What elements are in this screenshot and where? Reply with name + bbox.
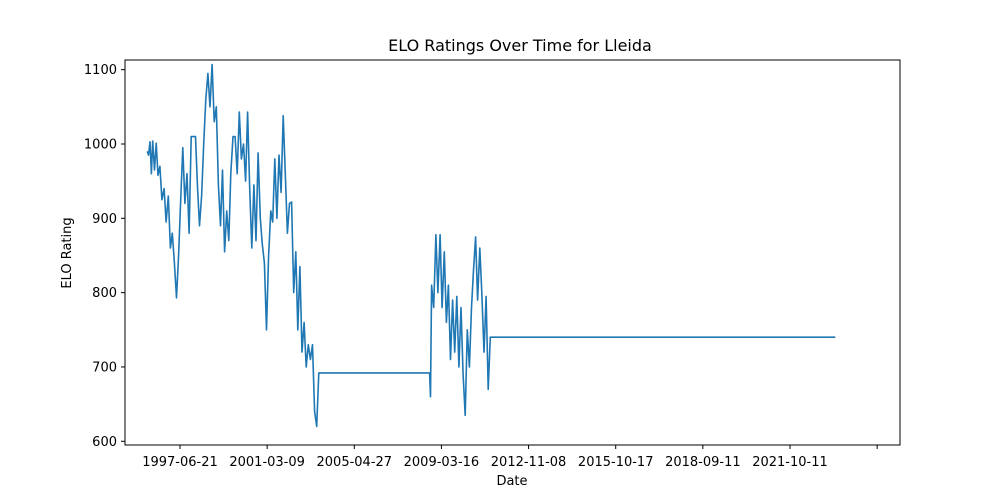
x-tick-label: 2005-04-27 (317, 455, 393, 470)
y-tick-label: 600 (92, 435, 117, 450)
x-tick-label: 2018-09-11 (665, 455, 741, 470)
chart-title: ELO Ratings Over Time for Lleida (388, 36, 652, 55)
x-tick-label: 2021-10-11 (752, 455, 828, 470)
y-tick-label: 1000 (84, 137, 117, 152)
x-axis: 1997-06-21 2001-03-09 2005-04-27 2009-03-16… (142, 445, 878, 470)
x-tick-label: 2001-03-09 (229, 455, 305, 470)
plot-frame (124, 59, 901, 446)
y-tick-label: 900 (92, 212, 117, 227)
x-tick-label: 1997-06-21 (142, 455, 218, 470)
series-line-0 (146, 63, 836, 428)
y-axis: 600 700 800 900 1000 1100 (84, 63, 125, 450)
x-axis-label: Date (496, 474, 527, 489)
y-tick-label: 1100 (84, 63, 117, 78)
x-tick-label: 2012-11-08 (491, 455, 567, 470)
y-axis-label: ELO Rating (60, 217, 75, 288)
y-tick-label: 800 (92, 286, 117, 301)
x-tick-label: 2015-10-17 (578, 455, 654, 470)
y-tick-label: 700 (92, 360, 117, 375)
plot-area (146, 63, 836, 428)
x-tick-label: 2009-03-16 (404, 455, 480, 470)
